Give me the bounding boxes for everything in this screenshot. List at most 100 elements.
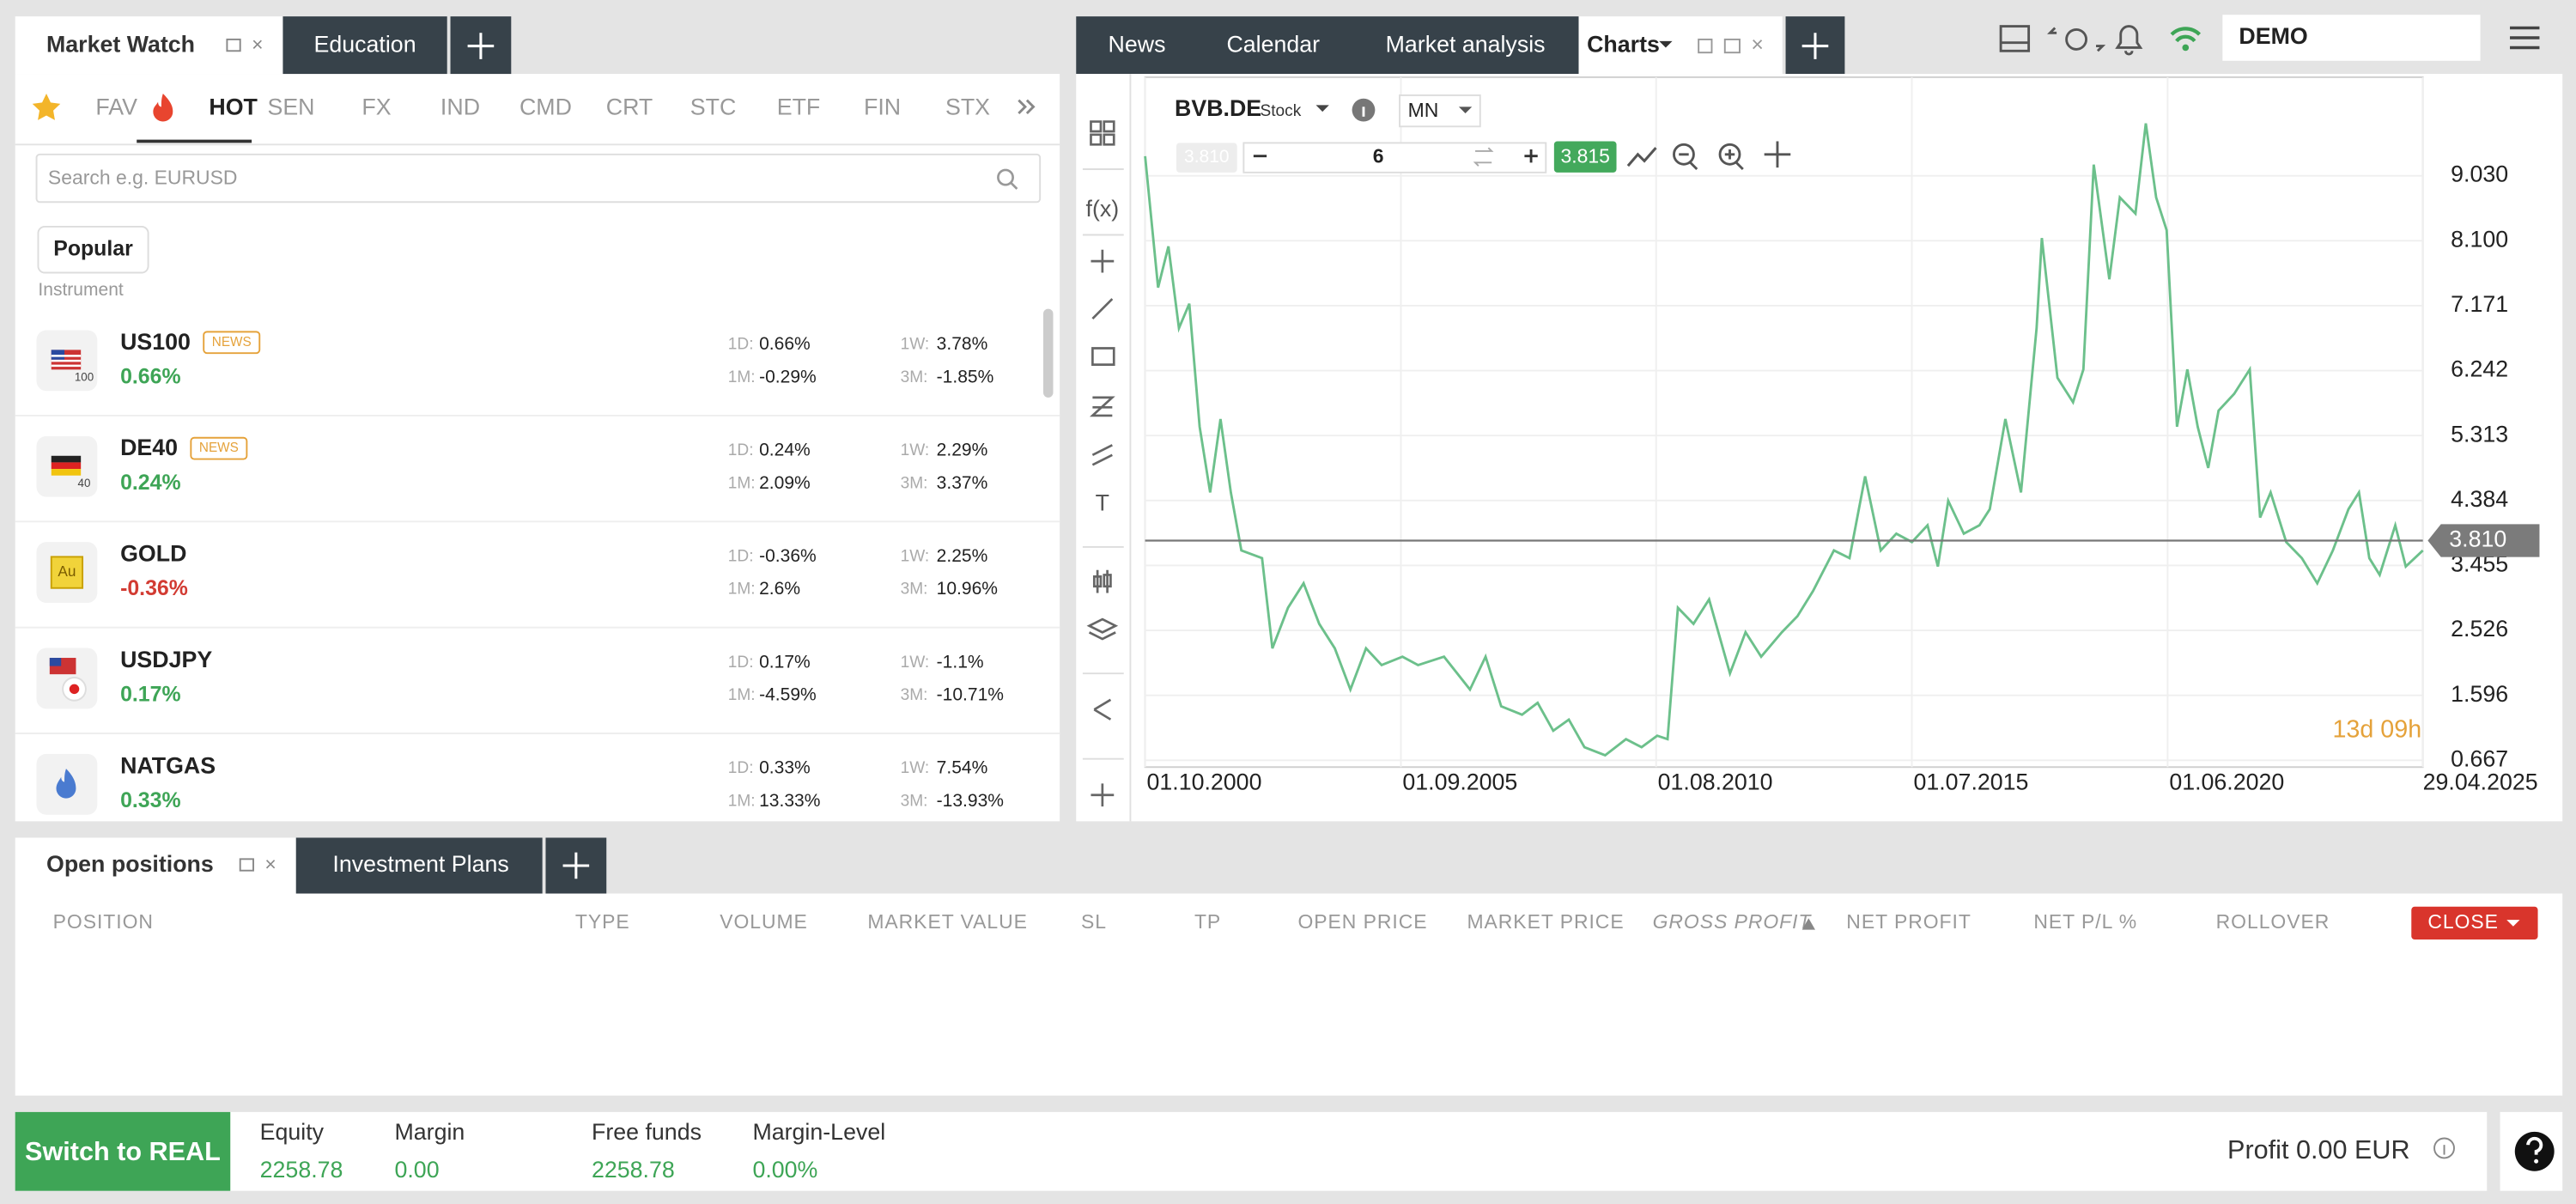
- flag: [51, 350, 65, 360]
- gold-icon: [50, 556, 84, 589]
- category-tab[interactable]: FAV: [95, 94, 137, 119]
- more-icon: [1018, 99, 1036, 114]
- column-header[interactable]: POSITION: [53, 910, 154, 933]
- currency-icon[interactable]: [2065, 27, 2088, 51]
- wifi-icon: [2170, 27, 2202, 43]
- tool-icon[interactable]: [1092, 569, 1112, 593]
- filter-button[interactable]: [37, 225, 149, 274]
- ask-box[interactable]: [1553, 141, 1617, 173]
- tool-icon[interactable]: [1091, 249, 1115, 273]
- period-label: 1D:: [728, 547, 754, 565]
- swap-icon: [1473, 147, 1494, 167]
- category-tab[interactable]: SEN: [267, 94, 314, 119]
- zoom-out: [1679, 153, 1698, 171]
- instrument-name[interactable]: DE40: [120, 435, 178, 460]
- tab-education[interactable]: [283, 16, 447, 75]
- tab-investment-plans[interactable]: [295, 837, 543, 894]
- category-tab[interactable]: ETF: [777, 94, 821, 119]
- period-value: 2.29%: [937, 441, 988, 460]
- period-value: 3.78%: [937, 334, 988, 354]
- help-glyph: [2534, 1158, 2539, 1164]
- column-header[interactable]: TP: [1194, 910, 1221, 933]
- column-header[interactable]: NET PROFIT: [1846, 910, 1971, 933]
- column-header[interactable]: OPEN PRICE: [1297, 910, 1427, 933]
- tool-icon[interactable]: [1093, 698, 1112, 721]
- top-tab[interactable]: Calendar: [1226, 32, 1320, 58]
- column-header[interactable]: GROSS PROFIT: [1653, 910, 1813, 933]
- column-header[interactable]: TYPE: [575, 910, 630, 933]
- flag: [51, 462, 82, 470]
- tool-icon[interactable]: [1090, 120, 1115, 146]
- x-tick-label: 01.08.2010: [1658, 769, 1773, 794]
- tab-charts[interactable]: [1578, 16, 1783, 75]
- top-tab[interactable]: Market analysis: [1386, 32, 1546, 58]
- search-box[interactable]: [35, 153, 1042, 204]
- account-box[interactable]: [2222, 15, 2481, 61]
- column-header[interactable]: NET P/L %: [2033, 910, 2137, 933]
- y-tick-label: 5.313: [2451, 421, 2508, 447]
- stat-value: 2258.78: [260, 1157, 343, 1183]
- switch-real-button[interactable]: [15, 1111, 231, 1191]
- category-tab[interactable]: IND: [440, 94, 480, 119]
- tool-icon[interactable]: [1091, 298, 1114, 320]
- tool-text[interactable]: f(x): [1086, 196, 1120, 222]
- tool-icon[interactable]: [1091, 347, 1115, 366]
- category-tab[interactable]: FIN: [864, 94, 901, 119]
- tool-text[interactable]: T: [1096, 490, 1109, 515]
- layout-icon[interactable]: [1999, 25, 2031, 52]
- instrument-name[interactable]: GOLD: [120, 541, 186, 567]
- plus-icon: [562, 852, 590, 879]
- period-label: 1W:: [901, 547, 930, 565]
- column-header[interactable]: SL: [1081, 910, 1107, 933]
- plus[interactable]: [1524, 149, 1538, 163]
- category-tab[interactable]: STX: [945, 94, 990, 119]
- symbol[interactable]: BVB.DE: [1175, 95, 1261, 121]
- search-icon: [1009, 181, 1018, 190]
- timeframe-select[interactable]: [1399, 94, 1481, 128]
- instrument-name[interactable]: NATGAS: [120, 752, 216, 778]
- tool-icon[interactable]: [1091, 783, 1115, 807]
- column-header[interactable]: MARKET PRICE: [1467, 910, 1624, 933]
- footer-bar: [15, 1111, 2488, 1191]
- bid-box: [1176, 143, 1237, 173]
- bell-icon[interactable]: [2115, 25, 2143, 56]
- category-tab[interactable]: HOT: [209, 94, 258, 119]
- account-label: DEMO: [2239, 23, 2307, 49]
- category-tab[interactable]: STC: [690, 94, 737, 119]
- chart-type-icon[interactable]: [1626, 147, 1657, 167]
- tab-open-positions[interactable]: [15, 837, 296, 894]
- instrument-change: 0.66%: [120, 364, 181, 388]
- tool-icon[interactable]: [1089, 396, 1115, 417]
- tab-market-watch[interactable]: [15, 16, 283, 75]
- y-tick-label: 1.596: [2451, 681, 2508, 707]
- period-label: 3M:: [901, 581, 928, 599]
- tool-icon[interactable]: [1086, 617, 1119, 641]
- category-tab[interactable]: CRT: [606, 94, 653, 119]
- news-badge: [190, 436, 248, 460]
- pan-icon: [1764, 141, 1791, 168]
- column-header[interactable]: MARKET VALUE: [867, 910, 1028, 933]
- period-value: 0.17%: [759, 652, 811, 672]
- top-tab[interactable]: News: [1109, 32, 1166, 58]
- period-label: 1D:: [728, 759, 754, 777]
- column-header[interactable]: VOLUME: [720, 910, 808, 933]
- ask-label: 3.815: [1560, 145, 1609, 167]
- news-badge-label: NEWS: [199, 441, 239, 455]
- category-tab[interactable]: CMD: [519, 94, 572, 119]
- category-tab[interactable]: FX: [361, 94, 391, 119]
- period-value: 2.09%: [759, 473, 811, 493]
- news-badge-label: NEWS: [212, 335, 252, 350]
- tool-icon[interactable]: [1091, 444, 1113, 466]
- caret: [1659, 40, 1673, 48]
- instrument-change: 0.33%: [120, 788, 181, 812]
- close-button[interactable]: [2411, 906, 2538, 940]
- profit-label: Profit 0.00 EUR: [2227, 1135, 2410, 1164]
- instrument-name[interactable]: US100: [120, 329, 191, 355]
- instrument-name[interactable]: USDJPY: [120, 647, 212, 672]
- menu-icon[interactable]: [2510, 26, 2540, 50]
- column-header[interactable]: ROLLOVER: [2216, 910, 2330, 933]
- tab-label: Market Watch: [46, 32, 195, 58]
- flag: [51, 469, 82, 476]
- period-value: 2.6%: [759, 579, 800, 599]
